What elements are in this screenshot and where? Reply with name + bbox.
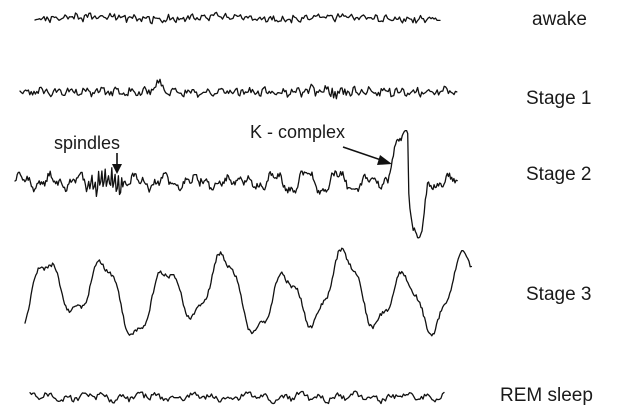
spindles-arrow — [112, 153, 122, 174]
k-complex-label: K - complex — [250, 122, 345, 142]
stage-3-label: Stage 3 — [526, 284, 592, 305]
awake-label: awake — [532, 9, 587, 30]
k-complex-arrow — [342, 146, 392, 165]
stage-1-label: Stage 1 — [526, 88, 592, 109]
spindles-label: spindles — [54, 133, 120, 153]
stage-2-eeg-trace — [14, 129, 458, 239]
rem-sleep-label: REM sleep — [500, 385, 593, 406]
rem-sleep-eeg-trace — [29, 390, 445, 405]
stage-3-eeg-trace — [24, 247, 473, 337]
stage-2-label: Stage 2 — [526, 164, 592, 185]
awake-eeg-trace — [34, 11, 441, 25]
stage-1-eeg-trace — [19, 78, 458, 100]
